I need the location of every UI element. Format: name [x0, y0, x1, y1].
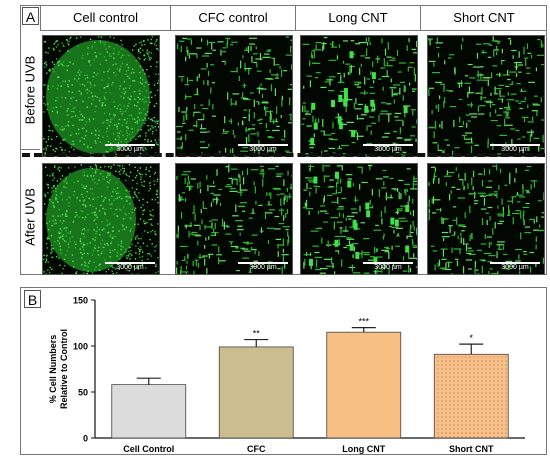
significance-label: * — [469, 333, 473, 343]
col-header-cfc-control: CFC control — [170, 6, 295, 30]
scale-bar-label: 3000 µm — [116, 146, 144, 153]
col-header-cell-control: Cell control — [40, 6, 170, 30]
row-label-after-text: After UVB — [22, 188, 38, 246]
bar-cell-control — [111, 384, 187, 439]
y-tick-label: 100 — [73, 342, 88, 352]
scale-bar: 3000 µm — [490, 144, 540, 154]
x-tick-label: Cell Control — [123, 444, 174, 454]
scale-bar: 3000 µm — [238, 144, 288, 154]
y-axis-label: % Cell NumbersRelative to Control — [48, 329, 69, 409]
micrograph-before-cfc-control: 3000 µm — [175, 35, 293, 157]
scale-bar-label: 3000 µm — [501, 264, 529, 271]
bar-long-cnt — [326, 331, 402, 439]
col-header-long-cnt: Long CNT — [295, 6, 420, 30]
y-tick-label: 150 — [73, 296, 88, 306]
row-label-before-text: Before UVB — [22, 55, 38, 124]
bar-cfc — [218, 346, 294, 439]
micrograph-before-cell-control: 3000 µm — [42, 35, 160, 157]
x-tick-label: Long CNT — [342, 444, 385, 454]
scale-bar-line — [105, 144, 155, 146]
scale-bar-line — [490, 262, 540, 264]
micrograph-after-long-cnt: 3000 µm — [300, 163, 418, 275]
micrograph-after-short-cnt: 3000 µm — [427, 163, 545, 275]
scale-bar-label: 3000 µm — [374, 264, 402, 271]
scale-bar-label: 3000 µm — [116, 264, 144, 271]
scale-bar-label: 3000 µm — [249, 264, 277, 271]
scale-bar: 3000 µm — [490, 262, 540, 272]
header-rule — [40, 30, 547, 31]
panel-b — [20, 287, 547, 455]
scale-bar-label: 3000 µm — [501, 146, 529, 153]
y-tick-label: 50 — [78, 388, 88, 398]
scale-bar: 3000 µm — [105, 144, 155, 154]
before-after-separator — [22, 153, 545, 157]
y-tick-label: 0 — [83, 434, 88, 444]
micrograph-after-cfc-control: 3000 µm — [175, 163, 293, 275]
scale-bar: 3000 µm — [363, 262, 413, 272]
scale-bar-line — [105, 262, 155, 264]
scale-bar-line — [363, 144, 413, 146]
row-label-after: After UVB — [20, 160, 40, 275]
significance-label: *** — [358, 317, 369, 327]
panel-a-letter: A — [22, 7, 39, 25]
scale-bar-line — [238, 262, 288, 264]
scale-bar-label: 3000 µm — [249, 146, 277, 153]
scale-bar-line — [238, 144, 288, 146]
micrograph-after-cell-control: 3000 µm — [42, 163, 160, 275]
scale-bar-label: 3000 µm — [374, 146, 402, 153]
scale-bar: 3000 µm — [105, 262, 155, 272]
x-tick-label: Short CNT — [449, 444, 494, 454]
significance-label: ** — [253, 329, 261, 339]
micrograph-before-long-cnt: 3000 µm — [300, 35, 418, 157]
bar-short-cnt — [433, 353, 509, 439]
scale-bar: 3000 µm — [238, 262, 288, 272]
row-label-before: Before UVB — [20, 30, 40, 150]
scale-bar-line — [490, 144, 540, 146]
x-tick-label: CFC — [247, 444, 266, 454]
scale-bar: 3000 µm — [363, 144, 413, 154]
panel-b-letter: B — [24, 290, 41, 308]
col-header-short-cnt: Short CNT — [420, 6, 547, 30]
bar-chart: 0 50 100 150 % Cell NumbersRelative to Contr… — [48, 296, 525, 454]
micrograph-before-short-cnt: 3000 µm — [427, 35, 545, 157]
scale-bar-line — [363, 262, 413, 264]
